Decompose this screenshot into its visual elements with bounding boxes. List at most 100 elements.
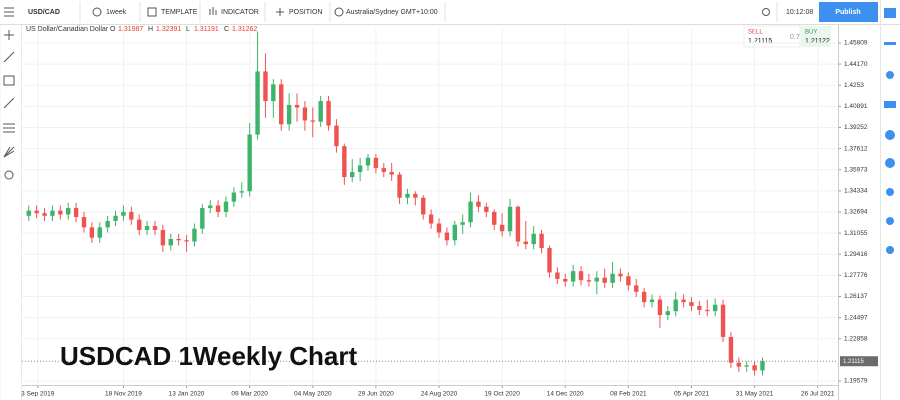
candle-body bbox=[405, 193, 410, 198]
profile-icon[interactable] bbox=[886, 188, 894, 196]
buy-box[interactable] bbox=[801, 26, 831, 47]
x-tick-label: 31 May 2021 bbox=[736, 391, 774, 398]
quote-field-value: 1.31987 bbox=[118, 26, 143, 33]
publish-button[interactable] bbox=[819, 2, 878, 22]
candle-body bbox=[365, 157, 371, 166]
candle-body bbox=[586, 280, 592, 282]
buy-label[interactable]: BUY bbox=[805, 30, 817, 36]
candle-body bbox=[215, 205, 221, 212]
candle-body bbox=[602, 277, 607, 283]
candle-body bbox=[649, 299, 655, 303]
candle-body bbox=[389, 171, 394, 175]
candle-body bbox=[618, 273, 623, 277]
candle-body bbox=[492, 211, 497, 225]
candle-body bbox=[113, 215, 118, 221]
candle-body bbox=[168, 238, 173, 246]
x-tick-label: 05 Apr 2021 bbox=[674, 391, 709, 398]
candle-body bbox=[421, 197, 426, 215]
candle-body bbox=[176, 238, 181, 241]
candle-body bbox=[555, 272, 560, 279]
template-button[interactable]: TEMPLATE bbox=[161, 9, 198, 16]
fib-tool[interactable] bbox=[3, 123, 15, 133]
candle-body bbox=[610, 273, 615, 283]
y-tick-label: 1.26137 bbox=[844, 293, 868, 300]
y-tick-label: 1.32694 bbox=[844, 209, 868, 216]
x-tick-label: 26 Jul 2021 bbox=[801, 391, 835, 398]
candle-body bbox=[192, 228, 197, 242]
candle-body bbox=[673, 299, 678, 312]
candle-body bbox=[476, 201, 481, 207]
candle-body bbox=[436, 223, 442, 233]
x-tick-label: 24 Aug 2020 bbox=[421, 391, 458, 398]
chart-title: USDCAD 1Weekly Chart bbox=[60, 341, 358, 371]
candle-body bbox=[381, 168, 386, 172]
drawing-tools bbox=[0, 25, 22, 400]
candle-body bbox=[342, 146, 347, 178]
position-button[interactable]: POSITION bbox=[289, 9, 322, 16]
quote-field-label: O bbox=[110, 26, 116, 33]
settings-icon[interactable] bbox=[762, 8, 770, 16]
candle-body bbox=[26, 210, 31, 216]
candle-body bbox=[279, 84, 284, 125]
shape-tool[interactable] bbox=[3, 75, 15, 86]
candle-body bbox=[42, 213, 47, 216]
candle-body bbox=[665, 311, 671, 316]
watchlist-icon[interactable] bbox=[884, 42, 896, 45]
candle-body bbox=[515, 206, 521, 242]
candle-body bbox=[634, 285, 639, 292]
y-tick-label: 1.44170 bbox=[844, 61, 868, 68]
spread: 0.7 bbox=[790, 34, 800, 41]
x-tick-label: 14 Dec 2020 bbox=[547, 391, 584, 398]
candle-body bbox=[681, 299, 686, 303]
candle-body bbox=[73, 208, 79, 218]
candle-body bbox=[539, 233, 544, 248]
candle-body bbox=[578, 271, 584, 281]
candle-body bbox=[594, 277, 600, 282]
trendline-tool[interactable] bbox=[3, 51, 15, 63]
x-tick-label: 19 Oct 2020 bbox=[484, 391, 520, 398]
candle-body bbox=[121, 211, 126, 216]
gann-tool[interactable] bbox=[3, 146, 15, 158]
y-tick-label: 1.31055 bbox=[844, 230, 868, 237]
news-icon[interactable] bbox=[884, 101, 896, 108]
publish-label[interactable]: Publish bbox=[835, 9, 860, 16]
position-icon bbox=[276, 8, 284, 16]
quote-field-label: C bbox=[224, 26, 229, 33]
candle-body bbox=[697, 305, 702, 310]
candle-body bbox=[357, 165, 363, 172]
x-tick-label: 13 Jan 2020 bbox=[169, 391, 205, 398]
x-tick-label: 08 Feb 2021 bbox=[610, 391, 647, 398]
candle-body bbox=[326, 101, 331, 126]
candle-body bbox=[144, 226, 150, 230]
crosshair-tool[interactable] bbox=[4, 30, 14, 40]
channel-tool[interactable] bbox=[3, 97, 15, 109]
candle-body bbox=[66, 208, 71, 215]
layers-icon[interactable] bbox=[884, 8, 896, 18]
candle-body bbox=[50, 210, 55, 216]
sell-box[interactable] bbox=[743, 25, 801, 48]
alerts-icon[interactable] bbox=[886, 246, 894, 254]
clock: 10:12:08 bbox=[786, 9, 813, 16]
community-icon[interactable] bbox=[886, 217, 894, 225]
sell-price[interactable]: 1.21115 bbox=[748, 38, 772, 45]
calendar-icon[interactable] bbox=[885, 130, 895, 140]
x-tick-label: 29 Jun 2020 bbox=[358, 391, 394, 398]
indicator-button[interactable]: INDICATOR bbox=[221, 9, 259, 16]
timezone[interactable]: Australia/Sydney GMT+10:00 bbox=[346, 9, 438, 16]
idea-icon[interactable] bbox=[886, 71, 894, 79]
interval[interactable]: 1week bbox=[106, 9, 127, 16]
candle-body bbox=[641, 291, 647, 303]
menu-icon[interactable] bbox=[4, 7, 14, 17]
sell-label[interactable]: SELL bbox=[748, 30, 763, 36]
candle-body bbox=[657, 299, 663, 316]
candle-body bbox=[137, 219, 142, 230]
candle-body bbox=[247, 134, 252, 192]
candle-body bbox=[720, 304, 726, 337]
y-tick-label: 1.39252 bbox=[844, 124, 868, 131]
candle-body bbox=[689, 302, 694, 306]
market-icon[interactable] bbox=[885, 158, 895, 168]
symbol[interactable]: USD/CAD bbox=[28, 9, 60, 16]
candle-body bbox=[373, 157, 379, 169]
marker-tool[interactable] bbox=[4, 170, 14, 180]
candle-body bbox=[239, 191, 244, 193]
